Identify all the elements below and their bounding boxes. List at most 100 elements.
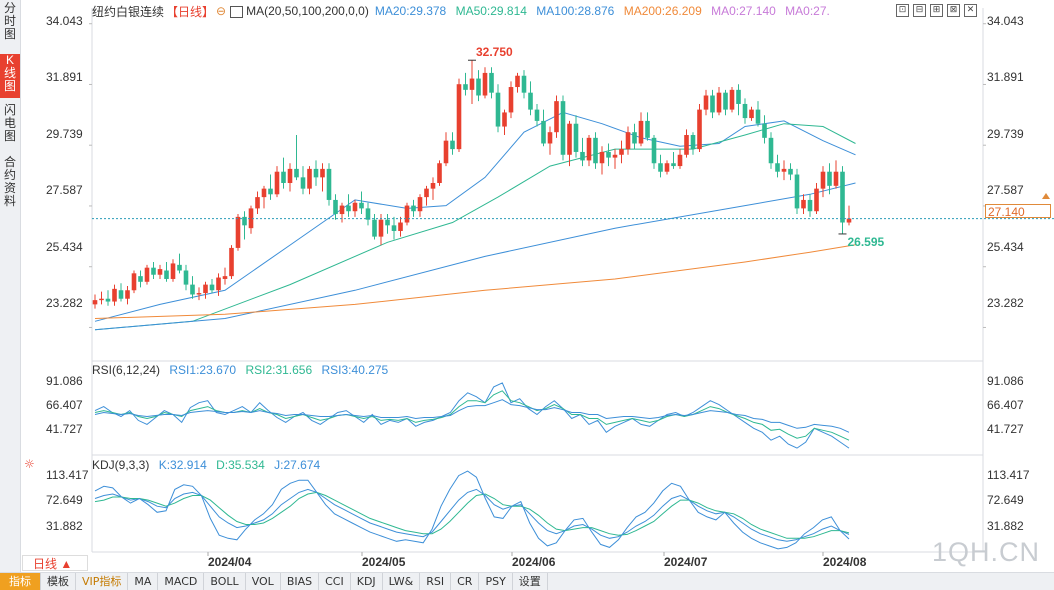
kdj-tab[interactable]: KDJ [351,573,383,590]
kdj-axis-label-right: 72.649 [987,493,1024,507]
candle-body [320,168,325,178]
cr-tab[interactable]: CR [451,573,480,590]
rsi-value: RSI2:31.656 [242,363,313,377]
rsi-value: RSI3:40.275 [318,363,389,377]
rsi-value: RSI1:23.670 [169,363,237,377]
candle-body [424,188,429,198]
ma-value: MA100:28.876 [532,4,615,18]
bias-tab[interactable]: BIAS [281,573,320,590]
x-axis-label: 2024/06 [512,555,556,569]
rsi-title: RSI(6,12,24) [92,363,161,377]
restore-icon[interactable]: ⊠ [947,4,960,17]
period-select-button[interactable]: 日线 ▲ [22,555,88,571]
vip-indicator-tab[interactable]: VIP指标 [76,573,129,590]
fit-icon[interactable]: ⊡ [896,4,909,17]
candle-body [463,84,468,90]
rsi-tab[interactable]: RSI [420,573,452,590]
tab-flash-chart[interactable]: 闪电图 [3,103,16,143]
zoom-out-icon[interactable]: ⊟ [913,4,926,17]
template-tab[interactable]: 模板 [41,573,76,590]
candle-body [346,205,351,212]
candle-body [170,263,176,279]
candle-body [508,87,514,113]
candle-body [456,84,462,150]
candle-body [840,171,845,223]
candle-body [326,168,332,200]
rsi-values: RSI1:23.670 RSI2:31.656 RSI3:40.275 [163,363,388,377]
price-axis-label: 27.587 [46,183,83,197]
candle-body [632,132,637,144]
ma-line-ma200 [94,244,856,319]
candle-body [339,205,345,215]
candle-body [716,92,722,113]
candle-body [398,222,403,231]
candle-body [300,177,306,189]
candle-body [541,120,546,144]
candle-body [268,188,273,195]
candle-body [216,277,221,291]
kdj-header: KDJ(9,3,3) K:32.914 D:35.534 J:27.674 [92,458,320,472]
psy-tab[interactable]: PSY [479,573,513,590]
period-label[interactable]: 【日线】 [166,4,215,19]
candle-body [125,290,130,299]
rsi-axis-label: 41.727 [46,422,83,436]
price-axis-label-right: 23.282 [987,296,1024,310]
high-price-label: 32.750 [476,45,513,59]
price-axis-label-right: 34.043 [987,14,1024,28]
current-price-tag: 27.140 [985,204,1051,219]
candle-body [411,205,416,212]
collapse-icon[interactable]: ⊖ [216,4,227,18]
macd-tab[interactable]: MACD [158,573,205,590]
candle-body [450,140,455,150]
candle-body [151,267,156,275]
price-axis-label: 25.434 [46,240,83,254]
cci-tab[interactable]: CCI [319,573,351,590]
candle-body [651,137,657,164]
candle-body [105,298,111,302]
candle-body [833,171,839,186]
candle-body [222,276,228,279]
candle-body [846,218,852,223]
candle-body [404,205,410,223]
candle-body [801,199,806,209]
settings-sun-icon[interactable]: ☼ [24,457,35,471]
candle-body [385,219,390,226]
candle-body [235,216,241,248]
candle-body [99,298,104,301]
indicator-tab[interactable]: 指标 [0,573,41,590]
close-icon[interactable]: ✕ [964,4,977,17]
x-axis-label: 2024/08 [823,555,867,569]
candle-body [547,132,553,144]
candle-body [638,120,644,144]
candle-body [489,72,494,93]
rsi-axis-label-right: 91.086 [987,374,1024,388]
candle-body [469,78,475,90]
kdj-title: KDJ(9,3,3) [92,458,150,472]
candle-body [827,171,832,186]
kdj-line-j [94,470,850,550]
settings-tab[interactable]: 设置 [513,573,548,590]
ma-value: MA0:27.140 [707,4,776,18]
tab-contract-info[interactable]: 合约资料 [3,155,16,208]
kdj-line-d [94,491,850,539]
zoom-in-icon[interactable]: ⊞ [930,4,943,17]
candle-body [645,120,650,138]
candle-body [573,123,579,152]
tab-time-share[interactable]: 分时图 [3,1,16,41]
price-axis-label: 31.891 [46,70,83,84]
vol-tab[interactable]: VOL [246,573,281,590]
ma-tab[interactable]: MA [128,573,159,590]
candle-body [190,284,195,295]
candle-body [697,109,702,150]
chart-icon[interactable] [230,6,244,18]
chart-header: 纽约白银连续 【日线】 ⊖ MA(20,50,100,200,0,0) MA20… [92,3,830,19]
candle-body [580,151,585,161]
candle-body [742,103,748,119]
boll-tab[interactable]: BOLL [204,573,246,590]
kdj-axis-label: 72.649 [46,493,83,507]
lw-tab[interactable]: LW& [383,573,421,590]
candle-body [625,132,631,150]
candle-body [177,264,182,271]
